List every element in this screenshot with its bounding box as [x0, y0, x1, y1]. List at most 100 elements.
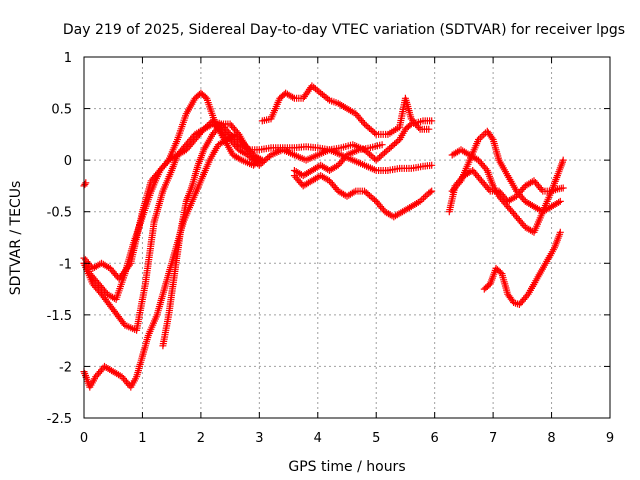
data-point — [82, 179, 90, 187]
y-tick-label: -0.5 — [47, 206, 72, 221]
data-point — [248, 151, 256, 159]
data-point — [258, 156, 266, 164]
data-point — [473, 172, 481, 180]
data-point — [98, 283, 105, 291]
data-point — [367, 126, 375, 134]
x-tick-label: 9 — [606, 431, 614, 446]
data-point — [386, 144, 394, 152]
data-point — [480, 163, 488, 171]
data-point — [559, 156, 567, 164]
data-point — [415, 124, 423, 131]
y-tick-label: 0.5 — [51, 103, 72, 118]
series-trace-4 — [80, 130, 266, 391]
data-point — [454, 180, 462, 188]
data-point — [413, 122, 421, 130]
data-point — [327, 179, 335, 186]
data-point — [244, 146, 252, 154]
data-point — [157, 165, 165, 173]
data-point — [392, 139, 400, 146]
data-point — [362, 122, 370, 129]
x-tick-label: 0 — [80, 431, 88, 446]
x-tick-label: 7 — [489, 431, 497, 446]
data-point — [511, 211, 519, 219]
data-point — [378, 141, 386, 149]
data-point — [406, 121, 414, 129]
tick-layer: 0 1 2 3 4 5 6 7 8 9 -2.5 -2 -1.5 -1 -0.5 0 0.5 1 — [47, 51, 615, 446]
plot-frame — [83, 56, 611, 419]
data-point — [296, 179, 304, 186]
data-point — [478, 132, 486, 140]
data-point — [124, 380, 132, 388]
series-trace-12 — [480, 228, 564, 308]
data-point — [191, 136, 199, 143]
y-tick-label: -1 — [59, 257, 72, 272]
x-tick-label: 5 — [372, 431, 380, 446]
x-tick-label: 4 — [314, 431, 322, 446]
data-point — [361, 120, 368, 128]
x-tick-label: 1 — [138, 431, 146, 446]
data-point — [555, 198, 563, 206]
data-point — [210, 129, 218, 137]
x-tick-label: 8 — [547, 431, 555, 446]
data-point — [369, 127, 377, 135]
data-point — [476, 134, 484, 142]
data-point — [184, 144, 192, 152]
data-point — [90, 275, 98, 283]
grid-layer — [84, 57, 610, 418]
data-point — [523, 292, 531, 300]
y-tick-label: -2.5 — [47, 412, 72, 427]
data-point — [428, 187, 436, 195]
data-point — [426, 188, 434, 196]
x-tick-label: 3 — [255, 431, 263, 446]
data-point — [533, 180, 541, 188]
data-point — [367, 152, 375, 160]
data-point — [359, 118, 367, 126]
data-point — [371, 129, 379, 137]
data-point — [428, 117, 436, 125]
data-point — [376, 153, 384, 161]
data-point — [507, 206, 515, 214]
data-point — [421, 192, 429, 200]
data-point — [518, 194, 526, 202]
data-point — [366, 192, 373, 199]
data-point — [420, 194, 428, 202]
x-axis-title: GPS time / hours — [288, 459, 405, 475]
data-point — [428, 161, 436, 169]
data-layer — [80, 82, 567, 391]
data-point — [416, 197, 424, 205]
chart-title: Day 219 of 2025, Sidereal Day-to-day VTE… — [63, 22, 625, 38]
series-trace-11 — [448, 127, 564, 216]
data-point — [366, 150, 373, 158]
data-point — [381, 149, 389, 157]
data-point — [556, 228, 564, 236]
data-point — [499, 197, 507, 205]
data-point — [528, 178, 536, 186]
data-point — [251, 154, 259, 162]
y-axis-title: SDTVAR / TECUs — [8, 181, 24, 296]
data-point — [456, 179, 463, 186]
x-tick-label: 6 — [431, 431, 439, 446]
series-trace-7 — [290, 172, 436, 221]
data-point — [556, 197, 564, 205]
y-tick-label: 1 — [64, 51, 72, 66]
series-trace-13 — [80, 179, 90, 190]
data-point — [198, 127, 206, 135]
y-tick-label: -2 — [59, 360, 72, 375]
series-trace-10 — [448, 146, 567, 236]
data-point — [537, 185, 545, 193]
data-point — [265, 153, 273, 160]
data-point — [81, 180, 89, 188]
data-point — [202, 124, 210, 131]
data-point — [488, 134, 496, 142]
data-point — [518, 297, 526, 305]
data-point — [387, 143, 395, 151]
data-point — [364, 190, 372, 198]
data-point — [371, 196, 379, 204]
data-point — [205, 120, 213, 128]
data-point — [252, 156, 260, 164]
data-point — [86, 270, 94, 278]
y-tick-label: -1.5 — [47, 309, 72, 324]
data-point — [356, 115, 364, 123]
data-point — [425, 125, 433, 133]
